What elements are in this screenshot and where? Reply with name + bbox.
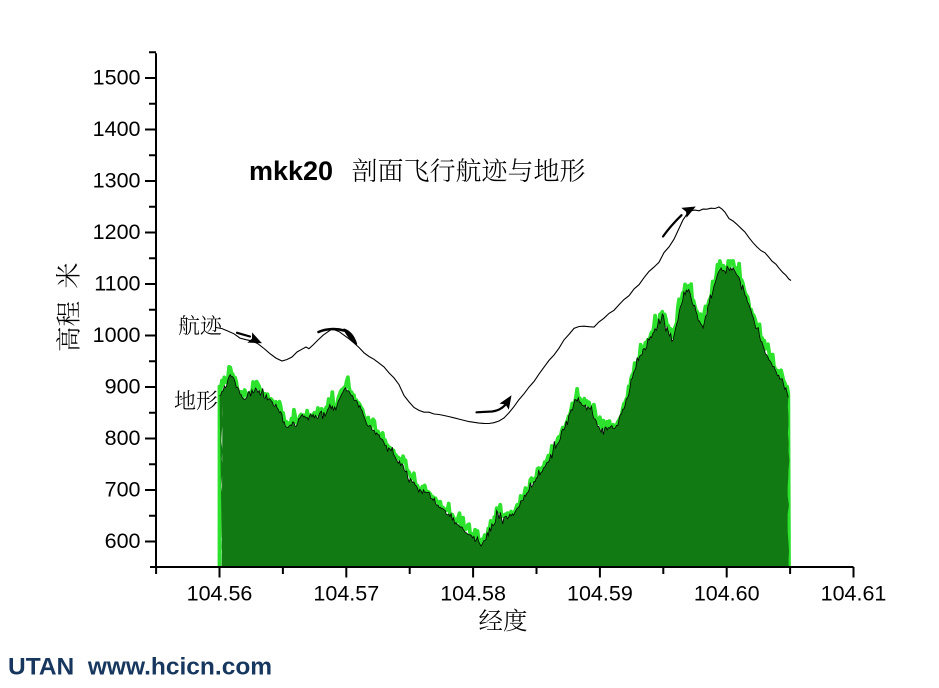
svg-text:600: 600 [105, 529, 141, 553]
svg-text:1100: 1100 [94, 272, 140, 296]
svg-text:1000: 1000 [93, 323, 141, 347]
svg-text:104.57: 104.57 [313, 582, 379, 606]
svg-text:700: 700 [105, 478, 141, 502]
svg-text:104.56: 104.56 [187, 582, 253, 606]
svg-text:1200: 1200 [93, 220, 141, 244]
svg-text:800: 800 [105, 426, 141, 450]
svg-text:mkk20: mkk20 [249, 156, 333, 186]
svg-text:1300: 1300 [93, 169, 141, 193]
svg-text:104.59: 104.59 [567, 582, 633, 606]
svg-text:900: 900 [105, 375, 141, 399]
svg-text:104.60: 104.60 [694, 582, 760, 606]
svg-text:1400: 1400 [93, 117, 141, 141]
svg-text:104.61: 104.61 [821, 582, 887, 606]
svg-text:104.58: 104.58 [440, 582, 506, 606]
svg-text:UTAN www.hcicn.com: UTAN www.hcicn.com [8, 654, 272, 681]
svg-text:1500: 1500 [93, 66, 141, 90]
